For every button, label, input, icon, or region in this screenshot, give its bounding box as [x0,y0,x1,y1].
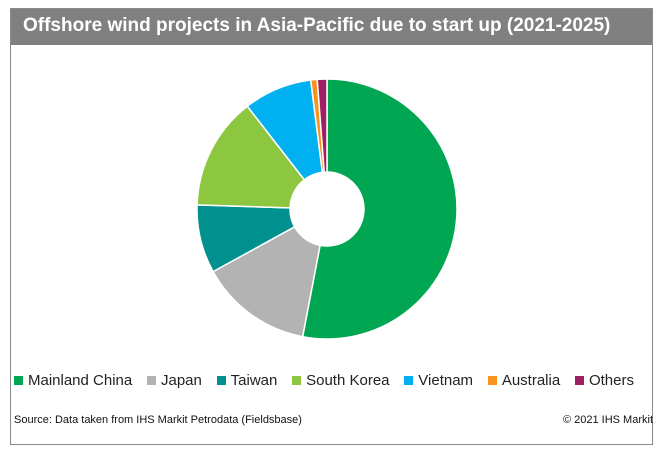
legend-item-others: Others [574,372,634,389]
legend-item-australia: Australia [487,372,561,389]
legend-swatch [147,376,156,385]
legend-item-vietnam: Vietnam [404,372,473,389]
legend-label: Japan [161,372,202,389]
chart-legend: Mainland China Japan Taiwan South Korea Viet… [14,372,634,389]
legend-swatch [404,376,414,385]
legend-item-mainland-china: Mainland China [14,372,132,389]
slice-mainland-china [301,78,458,340]
chart-title: Offshore wind projects in Asia-Pacific d… [23,15,611,36]
legend-label: Australia [501,372,561,389]
legend-item-japan: Japan [147,372,202,389]
legend-swatch [292,376,302,385]
legend-label: Mainland China [28,372,133,389]
legend-label: South Korea [306,372,390,389]
legend-label: Vietnam [418,372,474,389]
legend-label: Taiwan [230,372,278,389]
legend-swatch [574,376,584,385]
title-bar: Offshore wind projects in Asia-Pacific d… [11,9,652,45]
legend-swatch [14,376,23,385]
slice-south-korea [196,105,306,209]
legend-swatch [487,376,497,385]
legend-label: Others [588,372,634,389]
source-note: Source: Data taken from IHS Markit Petro… [14,414,302,426]
legend-item-south-korea: South Korea [292,372,390,389]
legend-item-taiwan: Taiwan [216,372,278,389]
copyright-note: © 2021 IHS Markit [562,414,653,426]
legend-swatch [216,376,226,385]
slice-japan [212,225,321,338]
slice-others [316,78,328,173]
